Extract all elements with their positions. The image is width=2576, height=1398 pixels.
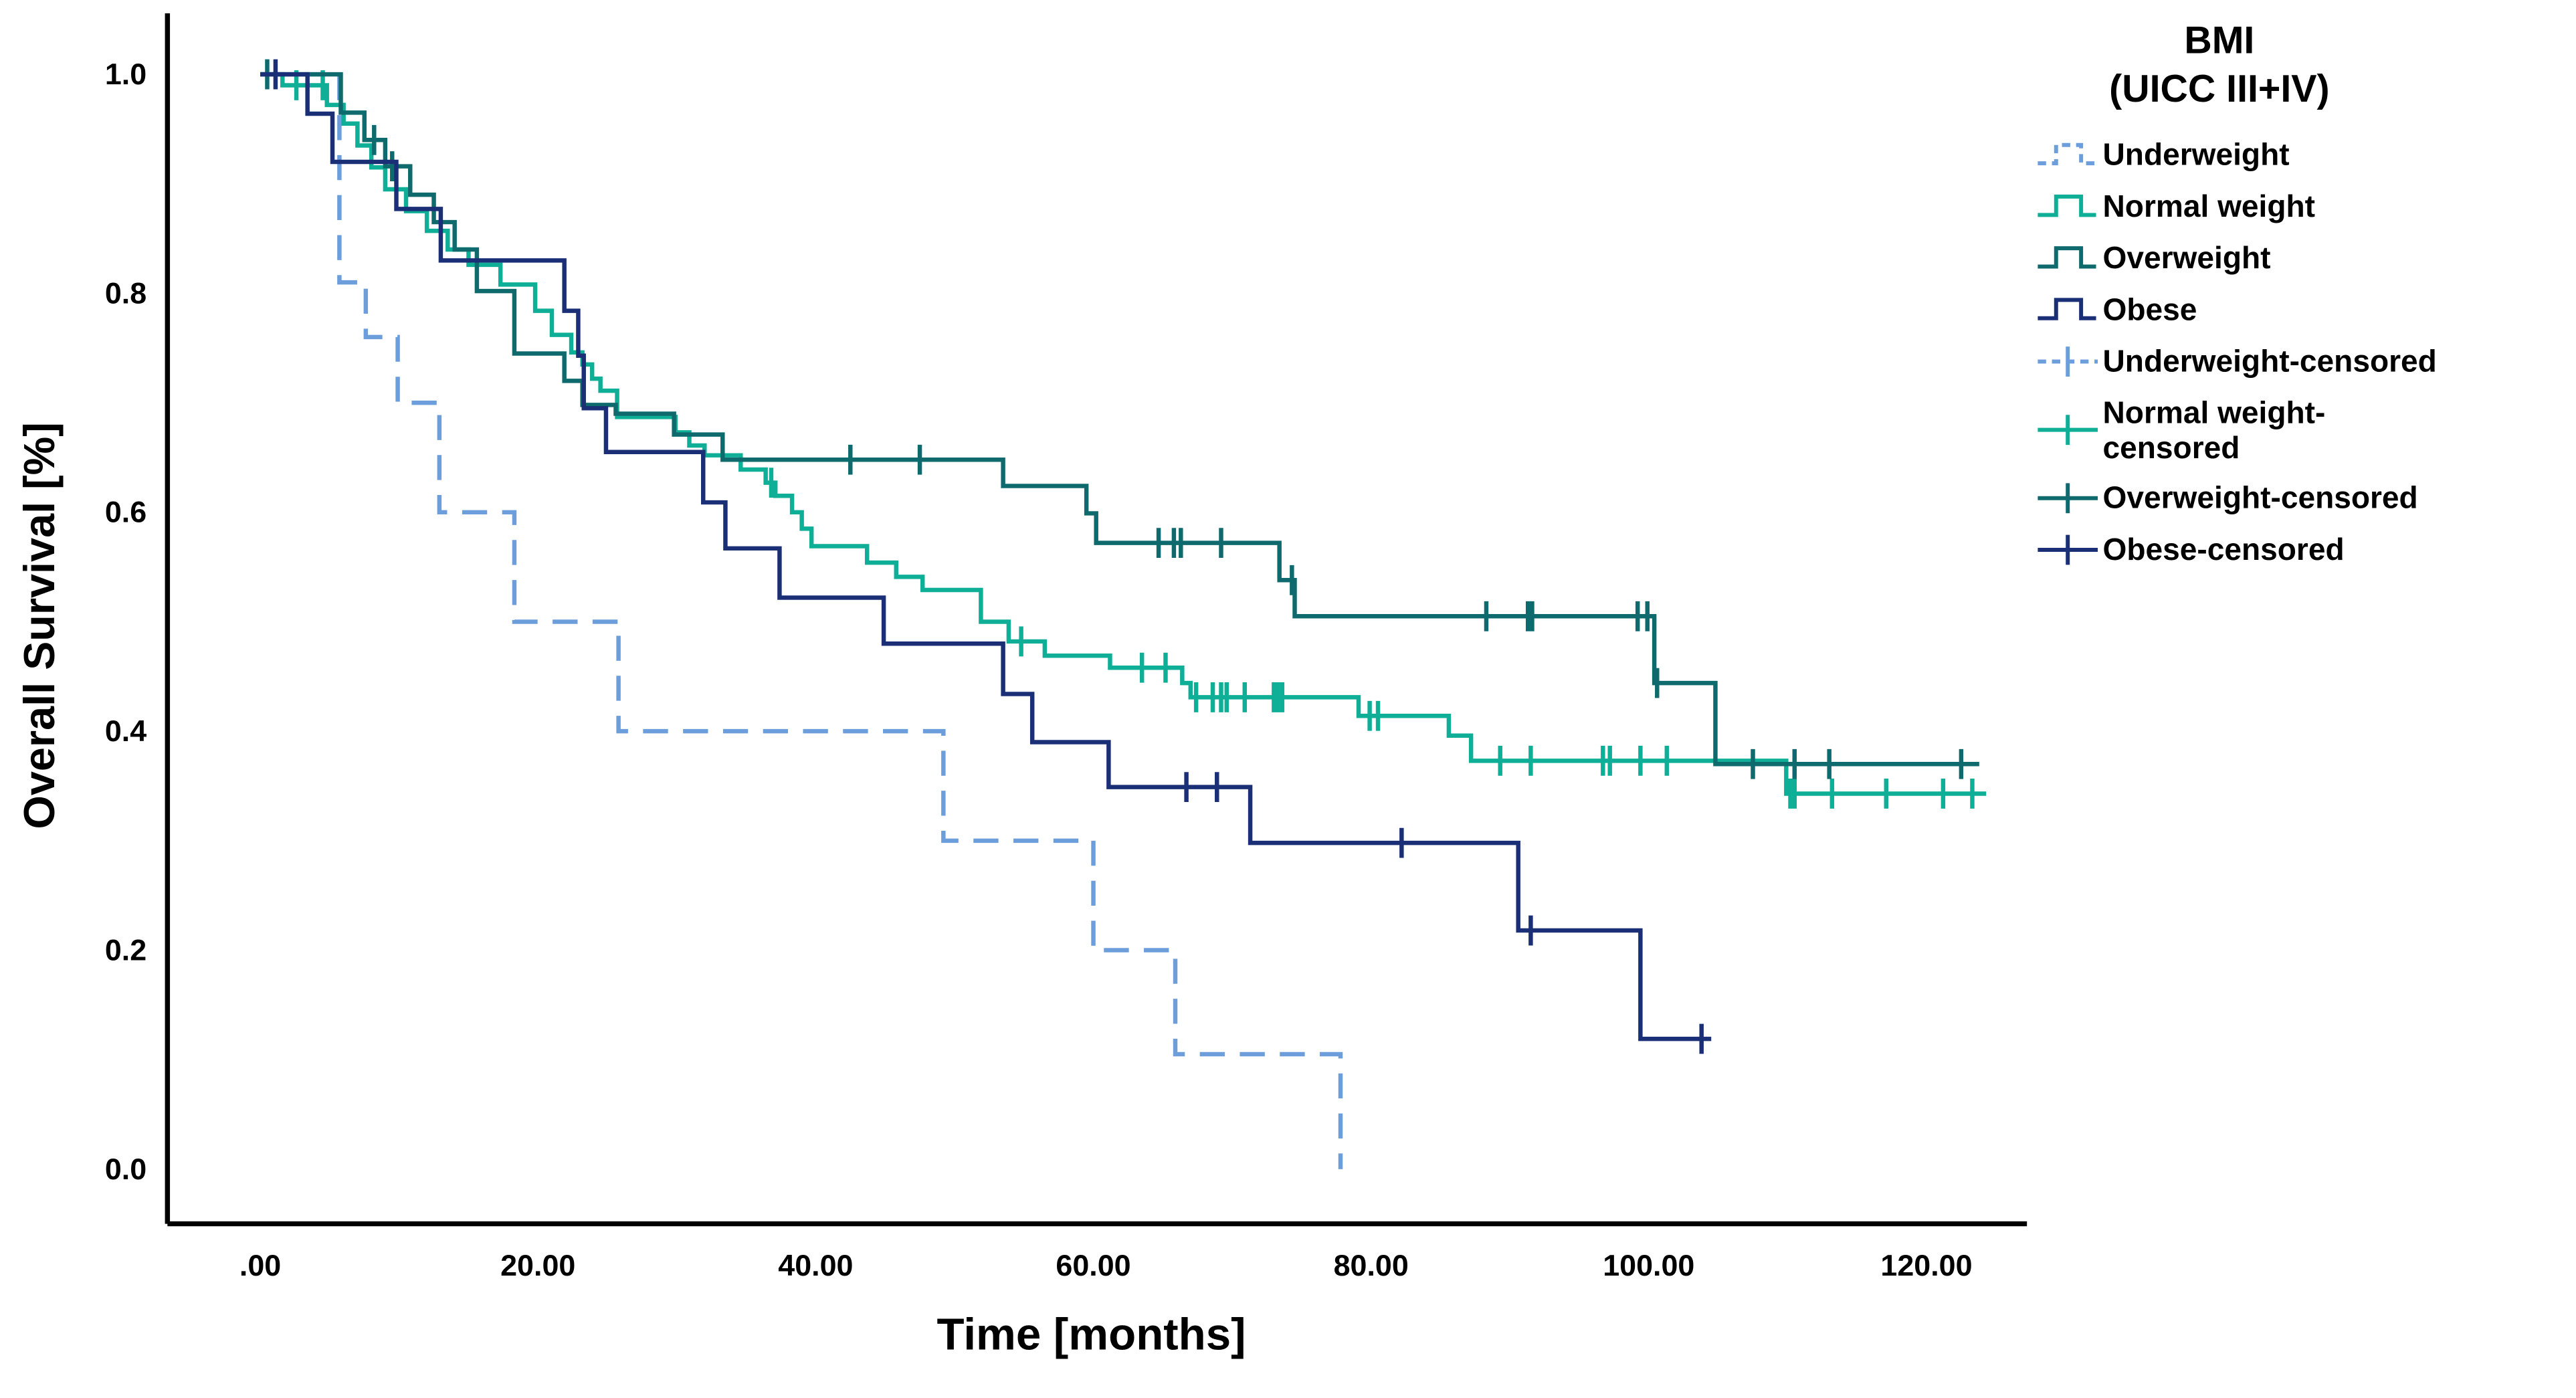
y-tick-label: 0.2	[105, 932, 146, 967]
y-axis-title: Overall Survival [%]	[14, 422, 64, 829]
censored-marker-icon	[2038, 414, 2098, 445]
legend-item-label: Obese	[2102, 291, 2197, 326]
legend-item-label: Normal weight- censored	[2102, 394, 2326, 465]
legend-item-label: Normal weight	[2102, 188, 2316, 223]
series-curve-normal-weight	[260, 72, 1987, 796]
legend: BMI (UICC III+IV) Underweight Normal weig…	[2036, 17, 2569, 583]
censored-marker-icon	[2038, 345, 2098, 376]
legend-item-obese: Obese	[2036, 291, 2569, 328]
x-tick-label: .00	[239, 1248, 281, 1282]
series-curve-overweight	[260, 72, 1979, 767]
legend-item-label: Overweight	[2102, 239, 2271, 275]
legend-item-normal-weight-censored: Normal weight- censored	[2036, 394, 2569, 465]
series-curve-obese	[260, 72, 1712, 1041]
legend-item-obese-censored: Obese-censored	[2036, 532, 2569, 569]
legend-item-label: Underweight-censored	[2102, 342, 2437, 379]
legend-title: BMI (UICC III+IV)	[2109, 18, 2330, 110]
x-tick-label: 100.00	[1603, 1248, 1694, 1282]
y-tick-label: 1.0	[105, 57, 146, 91]
x-axis-title: Time [months]	[936, 1309, 1246, 1360]
x-tick-label: 20.00	[500, 1248, 575, 1282]
legend-item-normal-weight: Normal weight	[2036, 187, 2569, 224]
legend-item-overweight-censored: Overweight-censored	[2036, 480, 2569, 516]
y-tick-label: 0.8	[105, 276, 146, 310]
legend-items: Underweight Normal weight Overweight Obese U…	[2036, 136, 2569, 583]
legend-item-label: Obese-censored	[2102, 532, 2345, 567]
y-tick-label: 0.4	[105, 714, 146, 748]
legend-item-label: Overweight-censored	[2102, 480, 2418, 516]
step-line-icon	[2038, 245, 2096, 268]
censored-marker-icon	[2038, 534, 2098, 565]
x-tick-label: 40.00	[778, 1248, 853, 1282]
legend-item-label: Underweight	[2102, 136, 2290, 172]
y-tick-label: 0.0	[105, 1152, 146, 1186]
y-tick-label: 0.6	[105, 495, 146, 529]
legend-item-underweight-censored: Underweight-censored	[2036, 342, 2569, 379]
legend-item-underweight: Underweight	[2036, 136, 2569, 173]
x-tick-label: 60.00	[1056, 1248, 1130, 1282]
step-line-icon	[2038, 193, 2096, 217]
series-curve-underweight	[260, 72, 1343, 1169]
legend-item-overweight: Overweight	[2036, 239, 2569, 276]
x-tick-label: 80.00	[1334, 1248, 1409, 1282]
censored-marker-icon	[2038, 483, 2098, 514]
x-tick-label: 120.00	[1880, 1248, 1972, 1282]
step-line-icon	[2038, 297, 2096, 320]
step-line-icon	[2038, 142, 2096, 165]
